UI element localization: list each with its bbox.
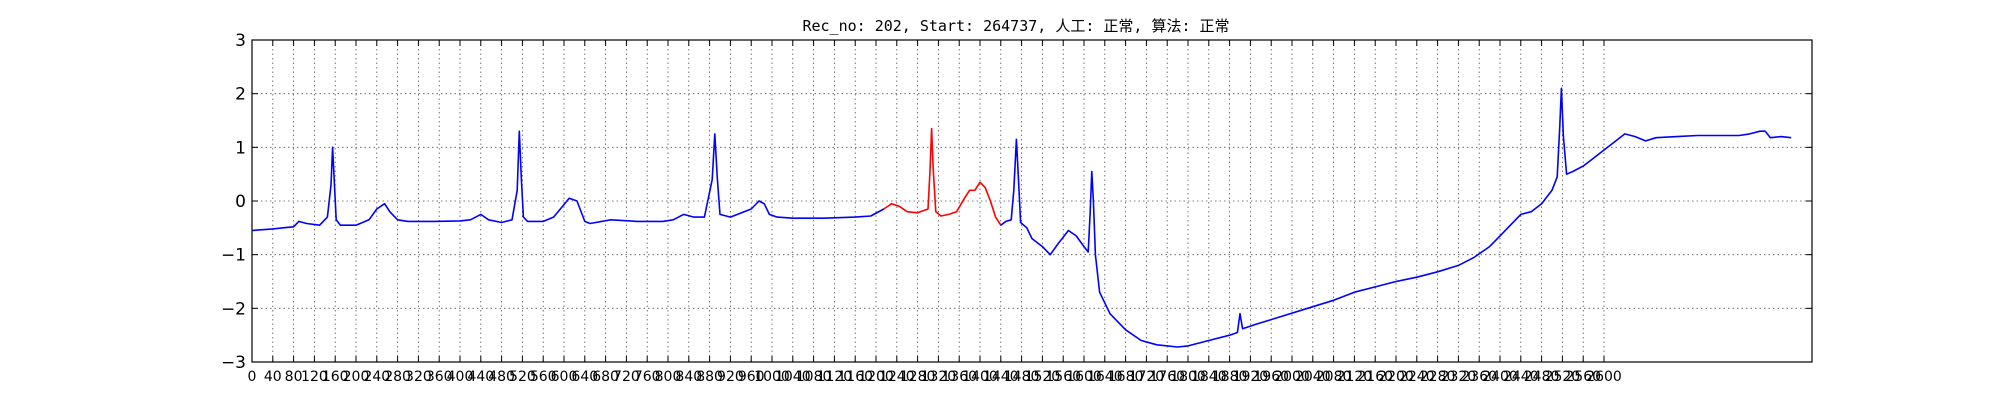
x-tick-label: 560 [530,369,557,385]
x-tick-label: 400 [447,369,474,385]
x-tick-label: 360 [426,369,453,385]
x-tick-label: 1400 [962,369,998,385]
x-tick-label: 760 [634,369,661,385]
x-tick-label: 0 [248,369,257,385]
x-tick-label: 1760 [1149,369,1185,385]
ecg-segment-2 [883,127,1002,226]
x-tick-label: 2280 [1420,369,1456,385]
x-tick-label: 2600 [1586,369,1622,385]
y-tick-label: −2 [221,299,246,319]
y-tick-label: 0 [235,192,246,212]
x-tick-label: 1960 [1253,369,1289,385]
y-tick-label: 3 [235,31,246,51]
x-tick-label: 1000 [754,369,790,385]
y-tick-label: −1 [221,246,246,266]
x-tick-label: 1280 [900,369,936,385]
x-tick-label: 320 [405,369,432,385]
grid-lines [251,39,1812,363]
x-tick-label: 1080 [796,369,832,385]
x-tick-label: 2160 [1357,369,1393,385]
x-tick-label: 1040 [775,369,811,385]
x-tick-label: 960 [738,369,765,385]
x-tick-label: 680 [592,369,619,385]
x-tick-label: 1360 [941,369,977,385]
x-tick-labels: 0 40 8012016020024028032036040044048052056… [248,369,1622,385]
x-tick-label: 600 [551,369,578,385]
x-tick-label: 2000 [1274,369,1310,385]
x-tick-label: 1560 [1045,369,1081,385]
x-tick-label: 40 [264,369,282,385]
y-tick-label: −3 [221,353,246,373]
x-tick-label: 2120 [1337,369,1373,385]
ecg-segment-3 [1000,87,1792,348]
x-tick-label: 2520 [1545,369,1581,385]
x-tick-label: 1720 [1129,369,1165,385]
x-tick-label: 1640 [1087,369,1123,385]
x-tick-label: 480 [488,369,515,385]
x-tick-label: 2400 [1482,369,1518,385]
x-tick-label: 1240 [879,369,915,385]
x-tick-label: 2240 [1399,369,1435,385]
x-tick-label: 2440 [1503,369,1539,385]
x-tick-label: 1800 [1170,369,1206,385]
x-tick-label: 2200 [1378,369,1414,385]
y-tick-label: 1 [235,138,246,158]
x-tick-label: 1200 [858,369,894,385]
ecg-segment-1 [251,130,885,232]
x-tick-label: 280 [384,369,411,385]
x-tick-label: 240 [363,369,390,385]
x-tick-label: 200 [343,369,370,385]
x-tick-label: 80 [285,369,303,385]
y-tick-label: 2 [235,85,246,105]
x-tick-label: 160 [322,369,349,385]
x-tick-label: 2360 [1461,369,1497,385]
x-tick-label: 2560 [1565,369,1601,385]
x-tick-label: 1120 [817,369,853,385]
x-tick-label: 800 [655,369,682,385]
x-tick-label: 520 [509,369,536,385]
chart-title: Rec_no: 202, Start: 264737, 人工: 正常, 算法: … [802,17,1229,35]
x-tick-label: 2080 [1316,369,1352,385]
y-tick-labels: 3 2 1 0 −1 −2 −3 [221,31,246,373]
x-tick-label: 840 [675,369,702,385]
series-lines [251,87,1792,348]
x-tick-label: 2040 [1295,369,1331,385]
x-tick-label: 120 [301,369,328,385]
x-tick-label: 1920 [1233,369,1269,385]
x-tick-label: 640 [571,369,598,385]
x-tick-label: 1480 [1004,369,1040,385]
x-tick-label: 1520 [1025,369,1061,385]
x-tick-label: 720 [613,369,640,385]
x-tick-label: 1160 [837,369,873,385]
plot-frame [251,39,1813,363]
x-tick-label: 920 [717,369,744,385]
x-tick-label: 1840 [1191,369,1227,385]
x-tick-label: 1440 [983,369,1019,385]
x-tick-label: 440 [467,369,494,385]
x-tick-label: 2320 [1441,369,1477,385]
x-tick-label: 1600 [1066,369,1102,385]
x-tick-label: 880 [696,369,723,385]
x-tick-label: 1320 [921,369,957,385]
x-tick-label: 2480 [1524,369,1560,385]
x-tick-label: 1880 [1212,369,1248,385]
x-tick-label: 1680 [1108,369,1144,385]
